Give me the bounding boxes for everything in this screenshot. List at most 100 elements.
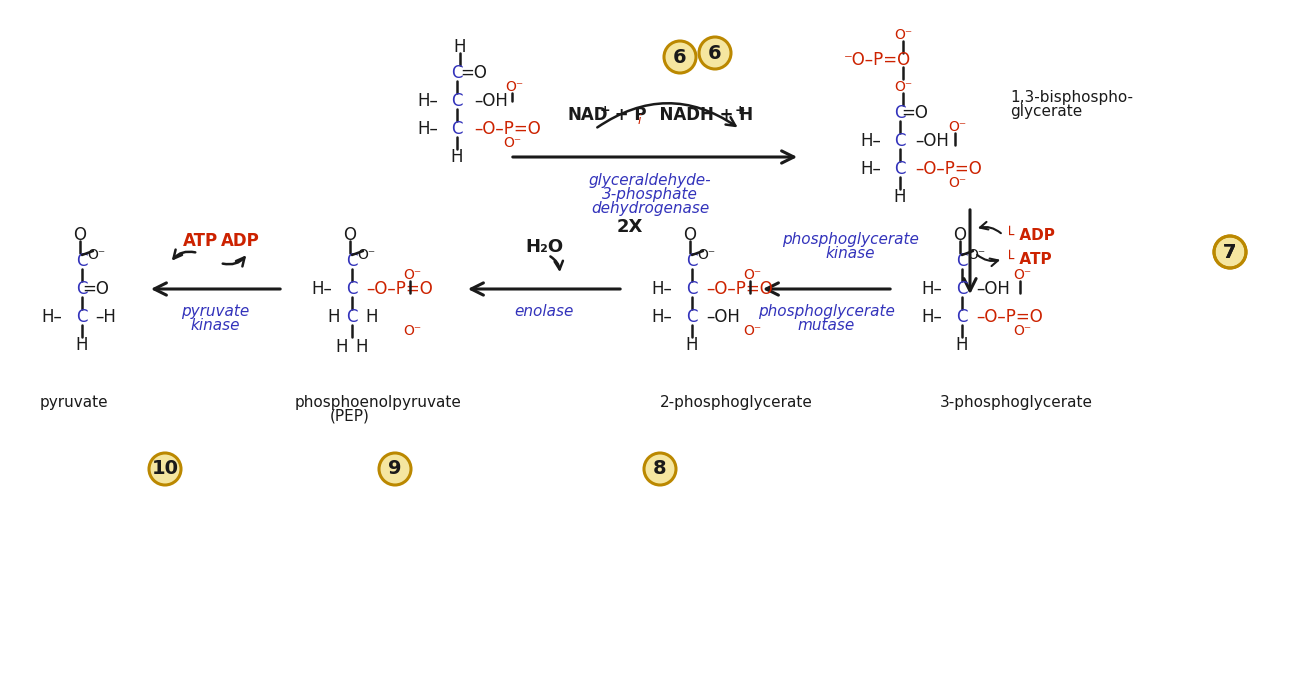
- Text: H: H: [893, 188, 906, 206]
- Text: C: C: [895, 132, 906, 150]
- Text: C: C: [895, 160, 906, 178]
- Text: O⁻: O⁻: [403, 324, 421, 338]
- Text: O⁻: O⁻: [86, 248, 105, 262]
- Text: C: C: [957, 308, 968, 326]
- Text: O⁻: O⁻: [403, 268, 421, 282]
- Text: phosphoglycerate: phosphoglycerate: [781, 232, 918, 247]
- Text: –OH: –OH: [474, 92, 507, 110]
- Text: C: C: [687, 308, 697, 326]
- Text: H: H: [686, 336, 698, 354]
- Text: C: C: [346, 280, 358, 298]
- Text: H–: H–: [311, 280, 332, 298]
- Text: H–: H–: [417, 120, 438, 138]
- Text: (PEP): (PEP): [330, 409, 371, 423]
- Text: C: C: [452, 120, 462, 138]
- Text: 10: 10: [151, 460, 178, 479]
- Text: 1,3-bisphospho-: 1,3-bisphospho-: [1010, 89, 1133, 104]
- Text: H–: H–: [920, 308, 942, 326]
- Text: –OH: –OH: [976, 280, 1010, 298]
- Circle shape: [644, 453, 676, 485]
- Text: 2-phosphoglycerate: 2-phosphoglycerate: [660, 394, 813, 409]
- Text: O⁻: O⁻: [742, 324, 762, 338]
- Text: C: C: [346, 252, 358, 270]
- Text: C: C: [76, 252, 88, 270]
- Text: H: H: [356, 338, 368, 356]
- Text: –O–P=O: –O–P=O: [976, 308, 1043, 326]
- Text: O⁻: O⁻: [893, 80, 913, 94]
- Text: C: C: [957, 252, 968, 270]
- Text: enolase: enolase: [514, 304, 573, 319]
- Text: O⁻: O⁻: [505, 80, 523, 94]
- Circle shape: [380, 453, 411, 485]
- Text: O: O: [683, 226, 697, 244]
- Text: H–: H–: [860, 132, 880, 150]
- Text: O⁻: O⁻: [948, 120, 966, 134]
- Text: pyruvate: pyruvate: [40, 394, 108, 409]
- Text: =O: =O: [901, 104, 928, 122]
- Text: +: +: [600, 104, 611, 117]
- Text: H–: H–: [417, 92, 438, 110]
- Circle shape: [1214, 236, 1246, 268]
- Text: O: O: [74, 226, 86, 244]
- Text: O⁻: O⁻: [697, 248, 715, 262]
- Text: mutase: mutase: [798, 317, 855, 333]
- Text: 8: 8: [653, 460, 667, 479]
- Text: NADH + H: NADH + H: [648, 106, 753, 124]
- Text: O⁻: O⁻: [742, 268, 762, 282]
- Text: O⁻: O⁻: [948, 176, 966, 190]
- Text: ATP: ATP: [182, 232, 218, 250]
- Text: O⁻: O⁻: [503, 136, 522, 150]
- Text: –O–P=O: –O–P=O: [474, 120, 541, 138]
- Text: H–: H–: [651, 308, 673, 326]
- Text: C: C: [452, 92, 462, 110]
- Text: ⁻O–P=O: ⁻O–P=O: [843, 51, 910, 69]
- Text: =O: =O: [83, 280, 110, 298]
- Circle shape: [698, 37, 731, 69]
- Text: H–: H–: [860, 160, 880, 178]
- Text: glyceraldehyde-: glyceraldehyde-: [589, 172, 711, 188]
- Text: └ ATP: └ ATP: [1004, 251, 1052, 267]
- Text: H: H: [336, 338, 349, 356]
- Text: glycerate: glycerate: [1010, 104, 1082, 118]
- Text: =O: =O: [461, 64, 488, 82]
- Text: 3-phosphoglycerate: 3-phosphoglycerate: [940, 394, 1093, 409]
- Text: C: C: [687, 252, 697, 270]
- Text: dehydrogenase: dehydrogenase: [591, 201, 709, 216]
- Text: –H: –H: [96, 308, 116, 326]
- Text: kinase: kinase: [825, 245, 875, 260]
- Text: –O–P=O: –O–P=O: [915, 160, 981, 178]
- Text: pyruvate: pyruvate: [181, 304, 249, 319]
- Circle shape: [148, 453, 181, 485]
- Circle shape: [664, 41, 696, 73]
- Text: 9: 9: [389, 460, 402, 479]
- Text: C: C: [687, 280, 697, 298]
- Text: └ ADP: └ ADP: [1004, 227, 1055, 243]
- Text: O: O: [954, 226, 967, 244]
- Text: O⁻: O⁻: [967, 248, 985, 262]
- Text: H: H: [955, 336, 968, 354]
- Text: H–: H–: [651, 280, 673, 298]
- Text: O: O: [343, 226, 356, 244]
- Text: H: H: [453, 38, 466, 56]
- Text: C: C: [452, 64, 462, 82]
- Text: 2X: 2X: [617, 218, 643, 236]
- Text: ADP: ADP: [221, 232, 259, 250]
- Text: O⁻: O⁻: [1013, 268, 1032, 282]
- Text: phosphoenolpyruvate: phosphoenolpyruvate: [296, 394, 462, 409]
- Text: 6: 6: [709, 43, 722, 63]
- Text: NAD: NAD: [568, 106, 608, 124]
- Text: O⁻: O⁻: [1013, 324, 1032, 338]
- Text: phosphoglycerate: phosphoglycerate: [758, 304, 895, 319]
- Text: i: i: [638, 113, 642, 126]
- Text: H₂O: H₂O: [525, 238, 563, 256]
- Text: 7: 7: [1224, 243, 1237, 262]
- Text: O⁻: O⁻: [356, 248, 376, 262]
- Text: C: C: [76, 280, 88, 298]
- Text: O⁻: O⁻: [893, 28, 913, 42]
- Text: C: C: [895, 104, 906, 122]
- Text: 7: 7: [1224, 243, 1237, 262]
- Text: –OH: –OH: [706, 308, 740, 326]
- Text: +: +: [735, 104, 746, 117]
- Text: C: C: [76, 308, 88, 326]
- Text: 3-phosphate: 3-phosphate: [602, 186, 698, 201]
